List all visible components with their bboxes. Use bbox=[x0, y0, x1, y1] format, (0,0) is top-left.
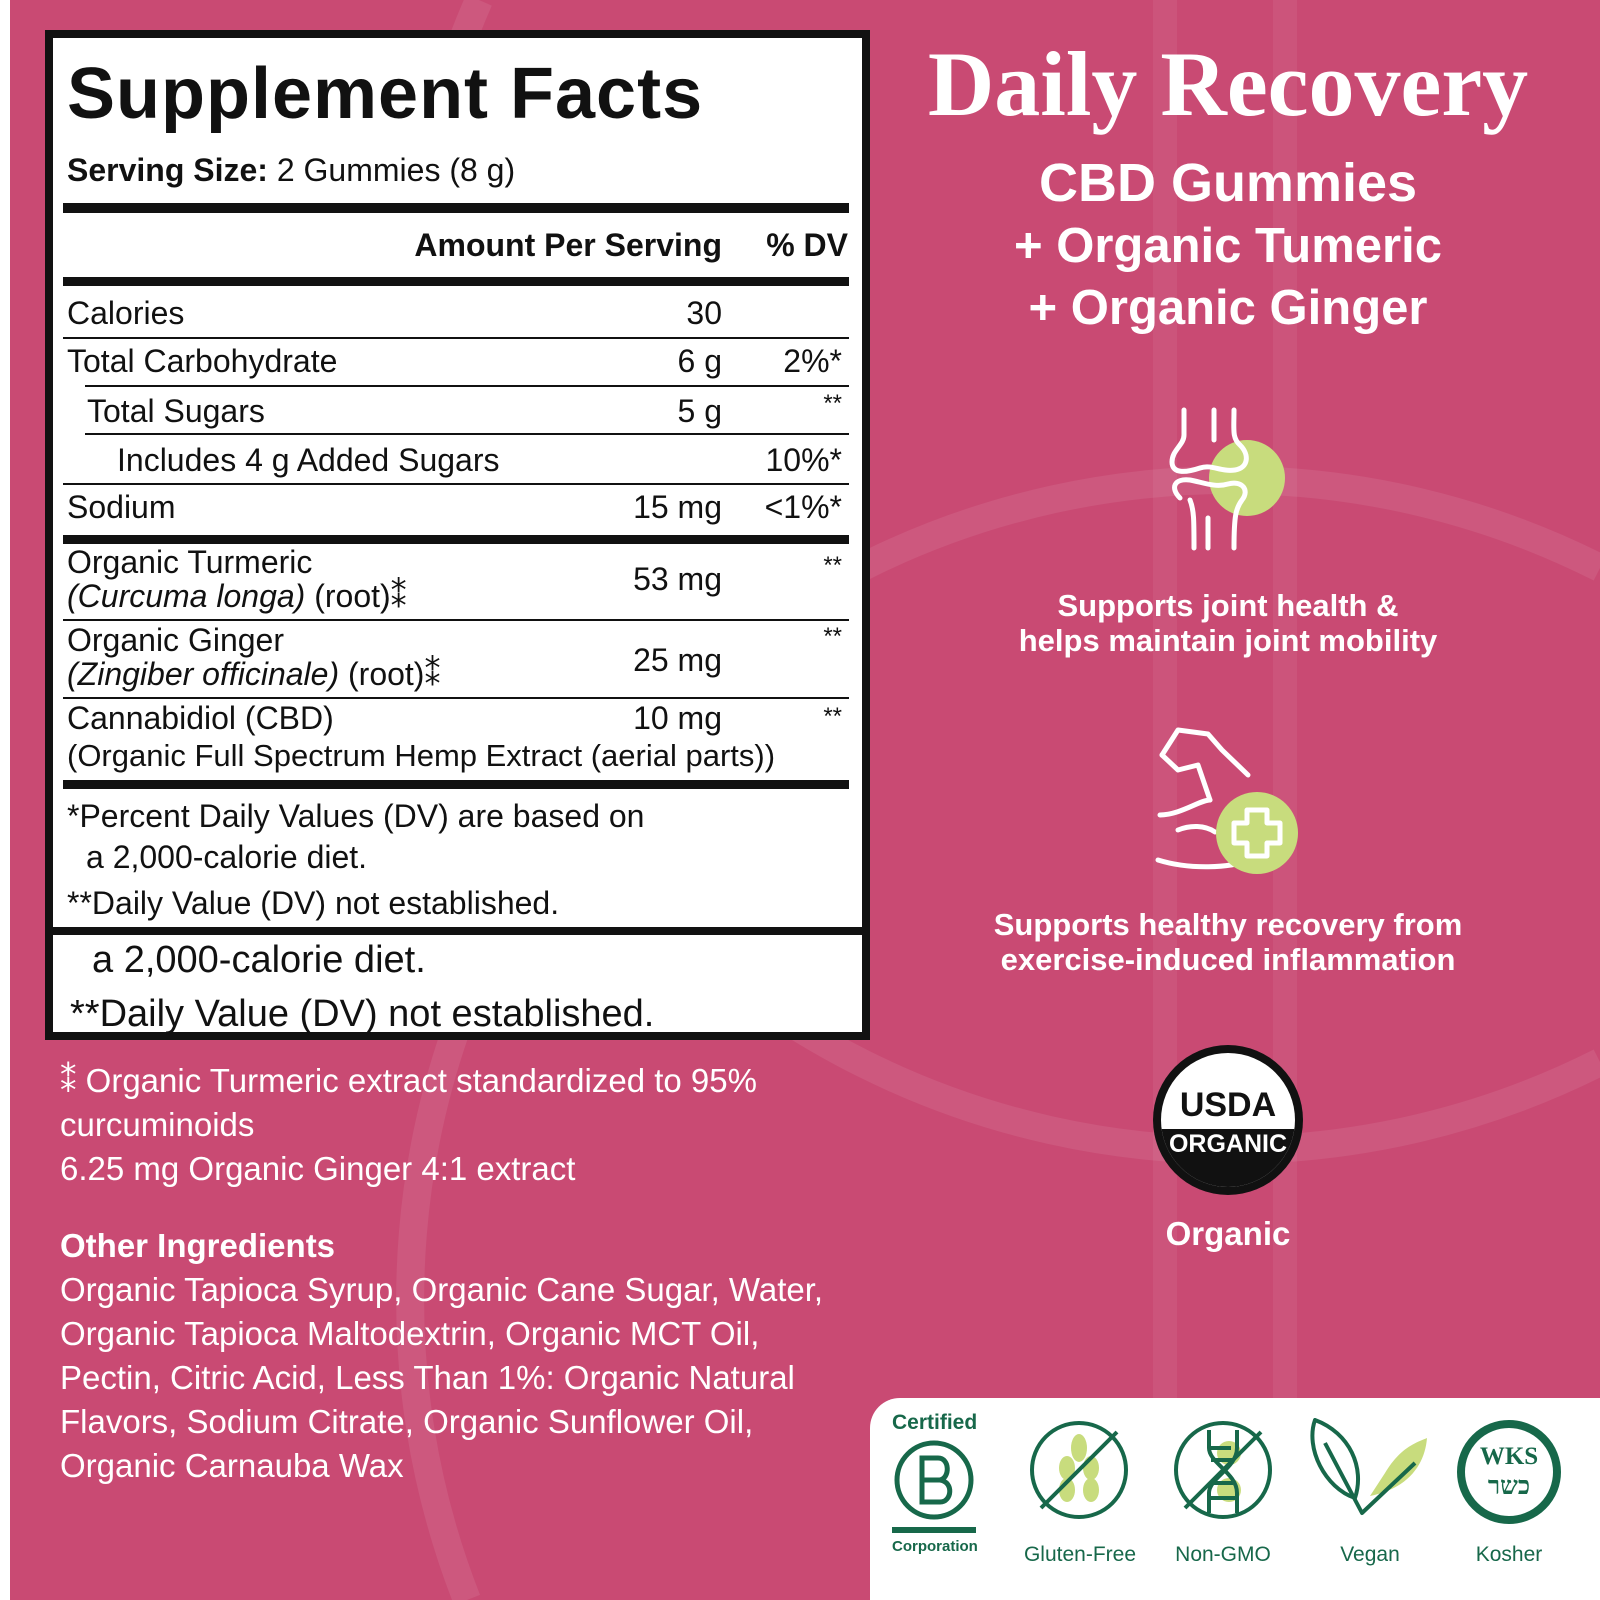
ingredients-line: Pectin, Citric Acid, Less Than 1%: Organ… bbox=[60, 1359, 795, 1396]
product-ingredient-2: + Organic Ginger bbox=[1028, 281, 1428, 335]
serving-value: 2 Gummies (8 g) bbox=[276, 152, 516, 188]
row-dv: 2%* bbox=[783, 343, 842, 379]
row-name: Sodium bbox=[67, 489, 176, 525]
left-edge bbox=[0, 0, 10, 1600]
certifications-panel: Certified Corporation Gluten-Free Non-GM… bbox=[870, 1398, 1600, 1600]
serving-size: Serving Size: 2 Gummies (8 g) bbox=[67, 154, 515, 186]
product-title: Daily Recovery bbox=[927, 33, 1529, 135]
row-amount: 5 g bbox=[677, 393, 722, 429]
row-name: Cannabidiol (CBD) bbox=[67, 700, 334, 736]
divider-thick bbox=[63, 203, 849, 213]
usda-organic-band: ORGANIC bbox=[1161, 1129, 1295, 1159]
ingredients-line: Organic Tapioca Syrup, Organic Cane Suga… bbox=[60, 1271, 824, 1308]
row-amount: 53 mg bbox=[633, 561, 722, 597]
footnote-dv: *Percent Daily Values (DV) are based on bbox=[67, 798, 645, 834]
divider bbox=[63, 697, 849, 699]
row-dv: ** bbox=[823, 390, 842, 417]
kosher-mark: WKS כשר bbox=[1479, 1443, 1539, 1500]
divider bbox=[63, 337, 849, 339]
usda-text: USDA bbox=[1179, 1086, 1277, 1124]
ingredients-line: Organic Carnauba Wax bbox=[60, 1447, 404, 1484]
row-latin: (Curcuma longa) bbox=[67, 578, 306, 614]
divider bbox=[85, 385, 849, 387]
row-name: Total Sugars bbox=[87, 393, 265, 429]
usda-label: Organic bbox=[1165, 1215, 1291, 1252]
product-ingredient-1: + Organic Tumeric bbox=[1014, 219, 1442, 273]
header-amount: Amount Per Serving bbox=[414, 227, 722, 263]
row-name: Calories bbox=[67, 295, 185, 331]
row-latin-line: (Curcuma longa) (root)⁑ bbox=[67, 580, 407, 612]
ingredients-line: Flavors, Sodium Citrate, Organic Sunflow… bbox=[60, 1403, 754, 1440]
row-name: Organic Ginger bbox=[67, 622, 284, 658]
non-gmo-icon bbox=[1174, 1421, 1272, 1519]
benefit-joint-line2: helps maintain joint mobility bbox=[1018, 623, 1438, 658]
row-dv: <1%* bbox=[764, 489, 842, 525]
header-dv: % DV bbox=[766, 227, 848, 263]
product-subtitle: CBD Gummies bbox=[1038, 153, 1418, 213]
row-amount: 30 bbox=[686, 295, 722, 331]
kosher-icon: WKS כשר bbox=[1457, 1420, 1561, 1524]
row-amount: 25 mg bbox=[633, 642, 722, 678]
row-part: (root)⁑ bbox=[348, 656, 441, 692]
vegan-icon bbox=[1310, 1418, 1427, 1515]
duplicate-footnote-not-established: **Daily Value (DV) not established. bbox=[70, 993, 655, 1035]
row-dv: ** bbox=[823, 552, 842, 579]
note-turmeric: ⁑ Organic Turmeric extract standardized … bbox=[60, 1062, 757, 1099]
ingredients-line: Organic Tapioca Maltodextrin, Organic MC… bbox=[60, 1315, 760, 1352]
divider-thick bbox=[63, 535, 849, 544]
divider-thick bbox=[63, 277, 849, 286]
row-sub: (Organic Full Spectrum Hemp Extract (aer… bbox=[67, 738, 776, 773]
divider bbox=[63, 619, 849, 621]
row-dv: ** bbox=[823, 703, 842, 730]
row-latin-line: (Zingiber officinale) (root)⁑ bbox=[67, 658, 440, 690]
benefit-recovery-line2: exercise-induced inflammation bbox=[1000, 942, 1456, 977]
divider bbox=[85, 433, 849, 435]
kosher-label: Kosher bbox=[1475, 1543, 1543, 1566]
facts-title: Supplement Facts bbox=[67, 54, 704, 134]
muscle-plus-icon bbox=[1155, 727, 1298, 874]
note-turmeric-cont: curcuminoids bbox=[60, 1106, 255, 1143]
usda-organic-seal: USDA ORGANIC bbox=[1153, 1045, 1303, 1195]
divider bbox=[63, 483, 849, 485]
row-amount: 15 mg bbox=[633, 489, 722, 525]
row-dv: ** bbox=[823, 623, 842, 650]
note-ginger: 6.25 mg Organic Ginger 4:1 extract bbox=[60, 1150, 576, 1187]
gluten-free-icon bbox=[1030, 1421, 1128, 1519]
duplicate-footnote-panel bbox=[45, 935, 870, 1040]
other-ingredients-heading: Other Ingredients bbox=[60, 1227, 336, 1264]
benefit-recovery-line1: Supports healthy recovery from bbox=[993, 907, 1463, 942]
footnote-not-established: **Daily Value (DV) not established. bbox=[67, 885, 560, 921]
non-gmo-label: Non-GMO bbox=[1175, 1543, 1271, 1566]
joint-icon bbox=[1169, 407, 1285, 551]
row-name: Includes 4 g Added Sugars bbox=[117, 442, 500, 478]
footnote-dv-cont: a 2,000-calorie diet. bbox=[86, 839, 368, 875]
duplicate-footnote-dv: a 2,000-calorie diet. bbox=[92, 939, 426, 981]
vegan-label: Vegan bbox=[1340, 1543, 1400, 1566]
row-amount: 6 g bbox=[677, 343, 722, 379]
b-corp-certified: Certified bbox=[892, 1411, 978, 1434]
row-part: (root)⁑ bbox=[314, 578, 407, 614]
serving-label: Serving Size: bbox=[67, 152, 268, 188]
b-corp-icon bbox=[892, 1440, 976, 1533]
row-latin: (Zingiber officinale) bbox=[67, 656, 340, 692]
b-corp-label: Corporation bbox=[892, 1538, 978, 1555]
divider-thick bbox=[63, 780, 849, 789]
row-dv: 10%* bbox=[765, 442, 843, 478]
benefit-joint-line1: Supports joint health & bbox=[1057, 588, 1399, 623]
gluten-free-label: Gluten-Free bbox=[1023, 1543, 1137, 1566]
row-amount: 10 mg bbox=[633, 700, 722, 736]
row-name: Total Carbohydrate bbox=[67, 343, 338, 379]
row-name: Organic Turmeric bbox=[67, 544, 313, 580]
